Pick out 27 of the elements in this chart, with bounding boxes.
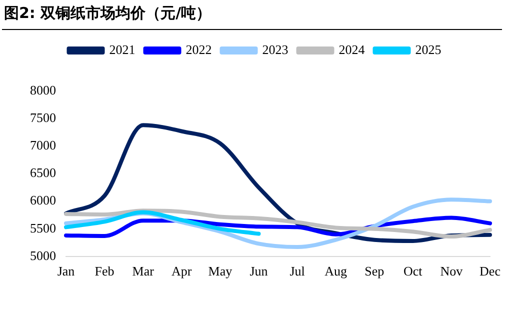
legend-label: 2025 bbox=[415, 42, 442, 57]
y-tick-label: 5000 bbox=[30, 248, 56, 263]
x-tick-label: Aug bbox=[324, 264, 348, 279]
x-tick-label: Nov bbox=[440, 264, 464, 279]
x-tick-label: Apr bbox=[172, 264, 192, 279]
x-tick-label: Jun bbox=[250, 264, 268, 279]
x-tick-label: Dec bbox=[480, 264, 501, 279]
line-series bbox=[64, 210, 261, 236]
x-tick-label: Feb bbox=[94, 264, 114, 279]
chart-title: 图2: 双铜纸市场均价（元/吨） bbox=[4, 4, 212, 23]
y-tick-label: 7000 bbox=[30, 138, 56, 153]
x-tick-label: Jul bbox=[290, 264, 306, 279]
y-tick-label: 5500 bbox=[30, 220, 56, 236]
x-tick-label: Oct bbox=[404, 264, 423, 279]
y-tick-label: 8000 bbox=[30, 82, 56, 98]
legend-label: 2021 bbox=[109, 42, 136, 57]
line-series bbox=[64, 208, 492, 239]
x-tick-label: Sep bbox=[364, 264, 384, 279]
y-tick-label: 7500 bbox=[30, 110, 56, 125]
x-tick-label: May bbox=[208, 264, 233, 279]
x-tick-label: Jan bbox=[57, 264, 76, 279]
legend-label: 2022 bbox=[186, 42, 212, 57]
legend-label: 2023 bbox=[262, 42, 288, 57]
x-tick-label: Mar bbox=[132, 264, 155, 279]
y-tick-label: 6000 bbox=[30, 192, 56, 208]
y-tick-label: 6500 bbox=[30, 165, 56, 180]
legend-label: 2024 bbox=[338, 42, 366, 57]
